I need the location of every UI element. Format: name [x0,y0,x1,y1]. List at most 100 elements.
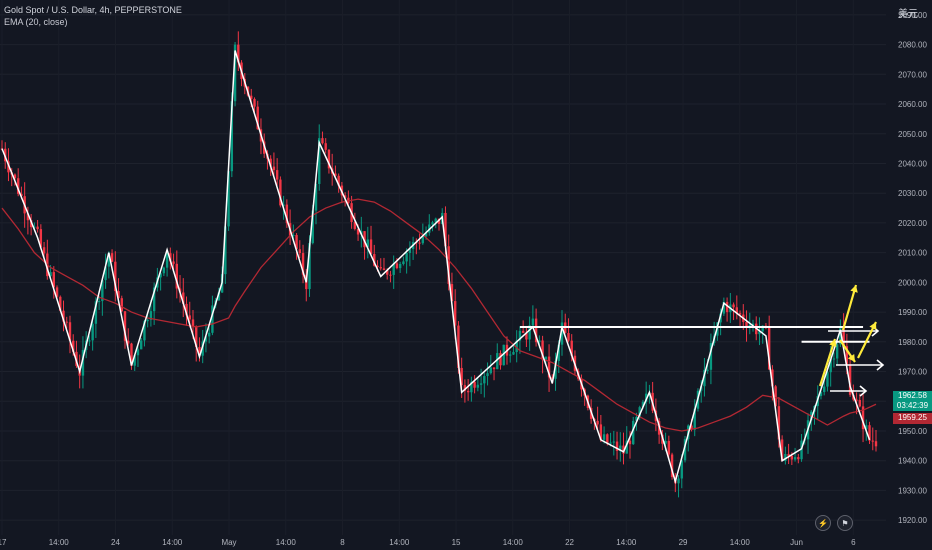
candle-body [356,228,360,235]
last-price-badge: 1962.58 03:42:39 [893,391,932,411]
candle-body [560,322,564,345]
flag-icon[interactable]: ⚑ [837,515,853,531]
candle-body [596,420,599,425]
candle-body [94,301,98,324]
candle-body [690,425,693,430]
candle-body [861,406,865,430]
candle-body [127,340,130,344]
candle-body [703,369,706,387]
candle-body [641,401,645,408]
candle-body [363,231,366,248]
indicator-legend[interactable]: EMA (20, close) [4,17,68,27]
candle-body [751,323,755,326]
candle-body [392,263,395,275]
candle-body [787,453,790,456]
currency-label: 美元 [898,9,918,20]
candle-body [444,212,447,247]
ema-series [1,198,877,432]
price-tick-label: 2040.00 [898,159,927,168]
candle-body [826,372,829,387]
candle-body [324,143,327,150]
yellow-arrow-3 [841,284,858,331]
candle-body [321,138,324,144]
candle-body [26,213,30,221]
candle-body [382,268,386,271]
candle-body [538,340,541,343]
candle-body [528,325,531,340]
candle-body [408,248,412,253]
candle-body [738,313,742,315]
candle-body [521,330,525,333]
candle-body [275,170,279,180]
ema-price-badge: 1959.25 [893,413,932,424]
candle-body [104,266,107,281]
candle-body [476,384,480,388]
candle-body [227,171,230,227]
candle-body [133,355,136,366]
candle-body [619,445,622,451]
candle-body [204,336,208,342]
yellow-arrow-3-head [850,285,858,293]
candle-body [398,263,402,269]
arrow-target-mid-head [876,359,885,371]
time-tick-label: 6 [851,538,856,547]
candle-body [470,381,473,393]
candle-body [237,44,240,63]
candle-body [541,340,544,360]
bar-countdown: 03:42:39 [896,401,929,410]
candle-body [457,325,460,368]
lightning-icon[interactable]: ⚡ [815,515,831,531]
candle-body [706,369,709,371]
price-axis[interactable]: 2090.00 2080.00 2070.00 2060.00 2050.00 2040.… [886,0,932,550]
candle-body [683,439,687,461]
candle-body [735,307,739,314]
candle-body [437,218,441,224]
time-tick-label: 17 [0,538,7,547]
candle-body [418,242,421,244]
candle-body [91,323,94,341]
candle-body [188,315,191,320]
candle-body [492,367,496,370]
grid [0,14,886,521]
candle-body [110,253,114,262]
candle-body [59,296,62,311]
candle-body [182,292,185,304]
candle-body [823,386,826,393]
price-tick-label: 2080.00 [898,41,927,50]
time-tick-label: 14:00 [616,538,637,547]
symbol-title[interactable]: Gold Spot / U.S. Dollar, 4h, PEPPERSTONE [4,5,182,15]
time-tick-label: 14:00 [503,538,524,547]
candle-body [450,284,454,302]
time-tick-label: 14:00 [49,538,70,547]
time-tick-label: 14:00 [162,538,183,547]
candle-body [777,406,781,440]
candle-body [784,453,787,461]
candle-body [72,340,75,352]
candle-body [635,416,638,421]
time-tick-label: 8 [340,538,345,547]
candle-body [761,325,764,332]
time-tick-label: 29 [679,538,688,547]
candle-body [292,235,295,237]
candle-body [460,367,463,386]
candle-body [780,439,784,461]
candle-body [175,263,178,289]
candle-body [311,210,314,244]
candle-body [421,236,425,244]
candle-body [201,341,204,356]
price-tick-label: 2070.00 [898,70,927,79]
candle-body [509,354,512,356]
projection-arrows [818,284,885,397]
candle-body [395,263,399,269]
candle-body [547,356,551,378]
price-tick-label: 1970.00 [898,368,927,377]
candle-body [486,373,489,377]
candle-body [709,343,713,370]
candle-body [868,425,871,441]
candle-body [169,253,172,262]
candle-body [515,340,518,353]
time-tick-label: 22 [565,538,574,547]
time-axis[interactable]: 17 14:00 24 14:00 May 14:00 8 14:00 15 14:00 22 14:… [0,538,856,547]
candle-body [139,340,143,350]
